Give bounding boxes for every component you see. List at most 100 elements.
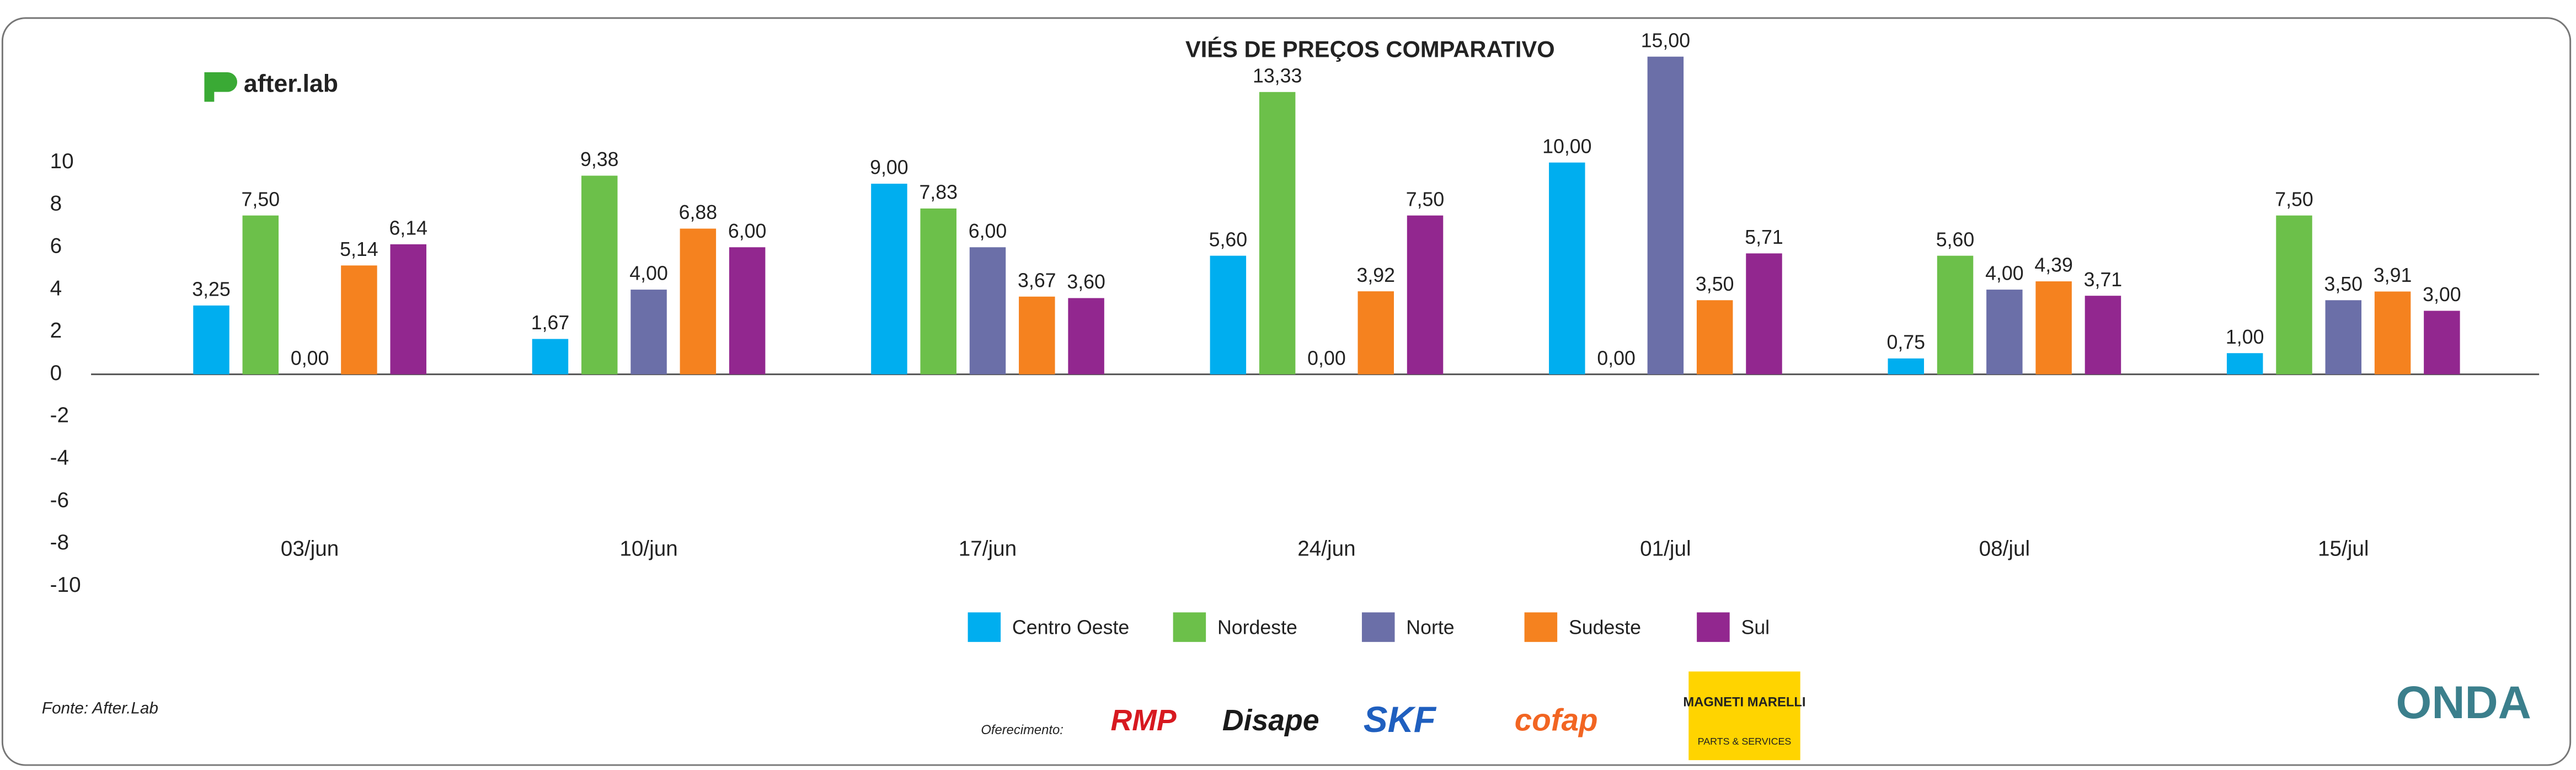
bar	[2424, 311, 2460, 375]
value-label: 3,50	[2324, 273, 2363, 295]
bar	[581, 175, 618, 375]
value-label: 3,25	[192, 279, 231, 301]
y-tick-label: -4	[50, 446, 69, 469]
chart-title: VIÉS DE PREÇOS COMPARATIVO	[1185, 36, 1555, 62]
bar	[969, 247, 1006, 375]
legend-label: Sul	[1741, 616, 1770, 638]
x-tick-label: 01/jul	[1640, 537, 1691, 560]
x-tick-label: 03/jun	[281, 537, 339, 560]
bar	[729, 247, 766, 375]
value-label: 0,00	[1597, 347, 1635, 369]
bar	[1888, 358, 1924, 375]
bar	[1549, 162, 1585, 375]
y-tick-label: 4	[50, 276, 62, 300]
y-tick-label: -6	[50, 488, 69, 512]
x-tick-label: 17/jun	[959, 537, 1017, 560]
value-label: 1,00	[2226, 326, 2264, 348]
legend-swatch	[1361, 612, 1395, 642]
value-label: 9,00	[870, 157, 908, 179]
value-label: 7,83	[919, 181, 957, 204]
y-tick-label: 2	[50, 319, 62, 343]
value-label: 4,39	[2034, 254, 2073, 276]
value-label: 9,38	[580, 148, 619, 170]
frame	[1, 17, 2572, 766]
legend-label: Norte	[1406, 616, 1454, 638]
legend-swatch	[1697, 612, 1730, 642]
bar	[680, 228, 717, 375]
sponsor-logo: PARTS & SERVICES	[1698, 736, 1792, 747]
value-label: 0,75	[1886, 331, 1925, 354]
value-label: 7,50	[1406, 188, 1445, 210]
brand: after.lab	[244, 71, 338, 98]
bar	[1986, 290, 2023, 375]
bar	[1407, 215, 1444, 375]
x-tick-label: 10/jun	[619, 537, 677, 560]
value-label: 1,67	[531, 312, 569, 334]
value-label: 0,00	[291, 347, 329, 369]
bar	[1647, 56, 1684, 375]
value-label: 5,71	[1745, 226, 1783, 248]
value-label: 3,00	[2423, 284, 2461, 306]
sponsor-logo: Disape	[1222, 704, 1319, 737]
bar	[1259, 92, 1296, 375]
value-label: 4,00	[1985, 263, 2024, 285]
value-label: 6,00	[728, 220, 767, 242]
bar	[390, 244, 426, 375]
bar	[532, 339, 569, 375]
bar	[1358, 291, 1394, 375]
y-tick-label: 10	[50, 149, 74, 173]
bar	[1019, 296, 1055, 375]
bar	[630, 290, 667, 375]
sponsor-box	[1688, 671, 1800, 761]
bar	[2085, 296, 2121, 375]
legend-label: Sudeste	[1569, 616, 1641, 638]
sponsor-logo: MAGNETI MARELLI	[1683, 694, 1805, 709]
legend-swatch	[968, 612, 1001, 642]
sponsor-logo: SKF	[1364, 699, 1437, 740]
value-label: 6,88	[679, 201, 718, 223]
brand-icon	[204, 72, 238, 102]
value-label: 3,91	[2374, 264, 2412, 286]
bar	[1937, 255, 1974, 375]
value-label: 6,14	[389, 217, 427, 239]
partner-logo: ONDA	[2396, 677, 2531, 728]
value-label: 5,60	[1209, 228, 1248, 250]
value-label: 6,00	[969, 220, 1007, 242]
x-tick-label: 08/jul	[1979, 537, 2030, 560]
y-tick-label: -2	[50, 404, 69, 427]
bar	[2035, 281, 2072, 375]
bar	[193, 305, 229, 375]
bar	[2325, 300, 2362, 375]
y-tick-label: -10	[50, 573, 81, 597]
value-label: 0,00	[1307, 347, 1346, 369]
bar	[2374, 291, 2411, 375]
y-tick-label: 8	[50, 192, 62, 216]
x-tick-label: 24/jun	[1297, 537, 1355, 560]
value-label: 7,50	[2275, 188, 2313, 210]
bar	[1068, 298, 1104, 375]
bar	[1210, 255, 1247, 375]
legend-swatch	[1173, 612, 1206, 642]
value-label: 5,14	[340, 238, 378, 260]
sponsor-logo: RMP	[1111, 704, 1177, 737]
value-label: 3,71	[2084, 269, 2123, 291]
y-tick-label: 0	[50, 361, 62, 385]
sponsor-label: Oferecimento:	[981, 723, 1063, 737]
y-tick-label: -8	[50, 531, 69, 554]
value-label: 5,60	[1936, 228, 1975, 250]
value-label: 3,67	[1018, 269, 1056, 291]
bar	[1696, 300, 1733, 375]
bar	[2276, 215, 2312, 375]
source: Fonte: After.Lab	[42, 699, 158, 718]
value-label: 15,00	[1641, 29, 1690, 51]
bar	[341, 265, 377, 375]
bar	[242, 215, 279, 375]
legend-swatch	[1524, 612, 1558, 642]
value-label: 7,50	[242, 188, 280, 210]
x-tick-label: 15/jul	[2318, 537, 2369, 560]
y-tick-label: 6	[50, 234, 62, 258]
legend-label: Centro Oeste	[1012, 616, 1129, 638]
bar	[1746, 253, 1782, 375]
bar	[871, 184, 907, 375]
